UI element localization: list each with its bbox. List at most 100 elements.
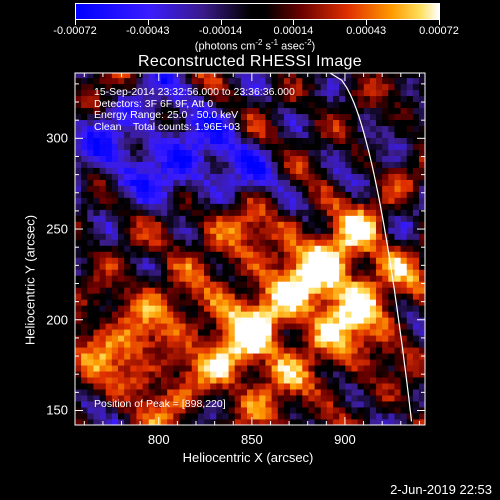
heatmap-cell <box>382 287 389 294</box>
colorbar-tick-label: 0.00043 <box>346 25 387 37</box>
heatmap-cell <box>326 143 334 150</box>
heatmap-cell <box>412 305 420 312</box>
heatmap-cell <box>247 167 254 174</box>
heatmap-cell <box>105 359 113 366</box>
heatmap-cell <box>253 191 260 198</box>
heatmap-cell <box>253 203 260 210</box>
heatmap-cell <box>142 359 150 366</box>
heatmap-cell <box>265 281 272 288</box>
heatmap-cell <box>247 395 254 402</box>
heatmap-cell <box>197 215 205 222</box>
heatmap-cell <box>400 269 408 276</box>
heatmap-cell <box>216 299 223 306</box>
heatmap-cell <box>351 293 358 300</box>
heatmap-cell <box>296 179 303 186</box>
heatmap-cell <box>259 143 266 150</box>
heatmap-cell <box>99 149 107 156</box>
heatmap-cell <box>93 149 100 156</box>
heatmap-cell <box>357 149 365 156</box>
heatmap-cell <box>81 347 88 354</box>
heatmap-cell <box>161 77 168 85</box>
heatmap-cell <box>93 125 100 133</box>
heatmap-cell <box>271 89 279 97</box>
heatmap-cell <box>394 89 402 97</box>
heatmap-cell <box>191 275 199 282</box>
heatmap-cell <box>142 209 150 216</box>
heatmap-cell <box>277 395 285 402</box>
heatmap-cell <box>345 101 352 109</box>
heatmap-cell <box>253 73 260 79</box>
heatmap-cell <box>161 311 168 318</box>
heatmap-cell <box>320 263 328 270</box>
heatmap-cell <box>283 113 291 121</box>
heatmap-cell <box>277 359 285 366</box>
heatmap-cell <box>136 329 143 336</box>
heatmap-cell <box>197 89 205 97</box>
heatmap-cell <box>253 347 260 354</box>
heatmap-cell <box>265 293 272 300</box>
heatmap-cell <box>154 233 162 240</box>
heatmap-cell <box>75 341 82 348</box>
heatmap-cell <box>167 77 174 85</box>
heatmap-cell <box>210 341 217 348</box>
heatmap-cell <box>406 209 414 216</box>
heatmap-cell <box>234 395 242 402</box>
x-axis-label: Heliocentric X (arcsec) <box>182 450 314 465</box>
heatmap-cell <box>111 173 119 180</box>
heatmap-cell <box>228 113 236 121</box>
heatmap-cell <box>345 113 352 121</box>
heatmap-cell <box>283 245 291 252</box>
heatmap-cell <box>351 191 358 198</box>
heatmap-cell <box>302 203 309 210</box>
heatmap-cell <box>179 131 186 138</box>
heatmap-cell <box>136 389 143 396</box>
heatmap-cell <box>296 359 303 366</box>
heatmap-cell <box>216 287 223 294</box>
heatmap-cell <box>222 173 229 180</box>
heatmap-cell <box>185 401 193 408</box>
heatmap-cell <box>302 365 309 372</box>
heatmap-cell <box>228 203 236 210</box>
heatmap-cell <box>400 107 408 115</box>
heatmap-cell <box>253 161 260 168</box>
heatmap-cell <box>277 185 285 192</box>
heatmap-cell <box>93 101 100 109</box>
heatmap-cell <box>222 185 229 192</box>
heatmap-cell <box>154 305 162 312</box>
heatmap-cell <box>369 251 377 258</box>
heatmap-cell <box>357 203 365 210</box>
heatmap-cell <box>345 419 352 426</box>
colorbar-units: (photons cm-2 s-1 asec-2) <box>194 38 316 53</box>
heatmap-cell <box>412 317 420 324</box>
heatmap-cell <box>93 323 100 330</box>
heatmap-cell <box>124 77 131 85</box>
heatmap-cell <box>75 293 82 300</box>
heatmap-cell <box>130 377 137 384</box>
heatmap-cell <box>75 281 82 288</box>
heatmap-cell <box>99 209 107 216</box>
heatmap-cell <box>400 347 408 354</box>
heatmap-cell <box>369 125 377 133</box>
heatmap-cell <box>369 269 377 276</box>
heatmap-cell <box>81 131 88 138</box>
heatmap-cell <box>234 119 242 127</box>
heatmap-cell <box>308 221 315 228</box>
heatmap-cell <box>75 287 82 294</box>
heatmap-cell <box>161 73 168 79</box>
heatmap-cell <box>234 269 242 276</box>
heatmap-cell <box>204 293 211 300</box>
heatmap-cell <box>118 77 125 85</box>
heatmap-cell <box>247 329 254 336</box>
heatmap-cell <box>154 131 162 138</box>
heatmap-cell <box>148 149 156 156</box>
heatmap-cell <box>130 371 137 378</box>
heatmap-cell <box>142 299 150 306</box>
heatmap-cell <box>320 419 328 426</box>
heatmap-cell <box>277 125 285 133</box>
heatmap-cell <box>369 239 377 246</box>
heatmap-cell <box>290 167 297 174</box>
heatmap-cell <box>99 335 107 342</box>
heatmap-cell <box>271 233 279 240</box>
heatmap-cell <box>161 275 168 282</box>
heatmap-cell <box>210 317 217 324</box>
